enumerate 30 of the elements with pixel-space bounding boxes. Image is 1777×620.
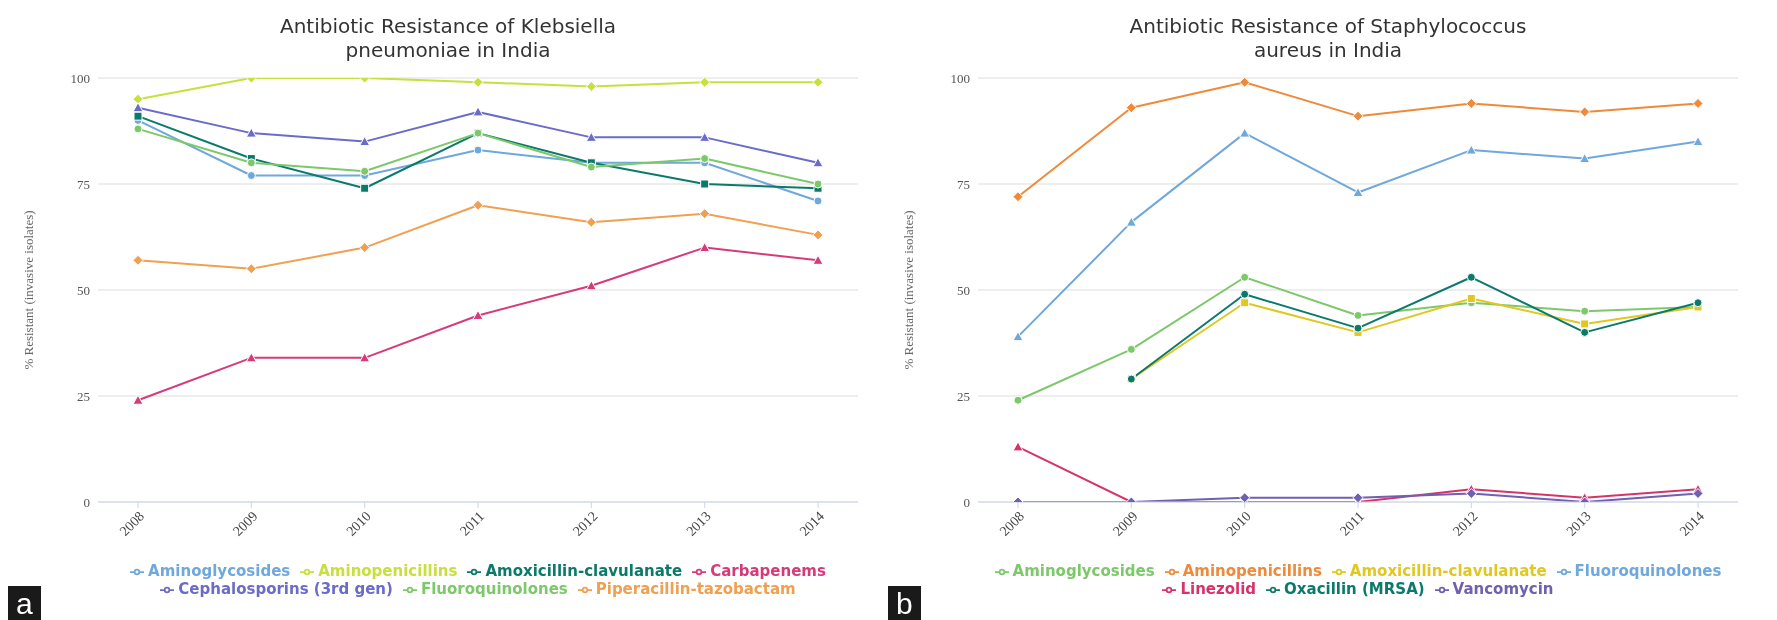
- y-tick-label: 25: [77, 388, 90, 404]
- y-tick-label: 50: [77, 282, 90, 298]
- y-tick-label: 0: [83, 494, 90, 510]
- legend-label: Amoxicillin-clavulanate: [1349, 562, 1547, 580]
- y-tick-label: 50: [957, 282, 970, 298]
- text: b: [888, 586, 921, 620]
- y-tick-label: 75: [957, 176, 970, 192]
- y-tick-label: 100: [70, 70, 90, 86]
- legend-label: Linezolid: [1180, 580, 1257, 598]
- legend-label: Fluoroquinolones: [420, 580, 568, 598]
- legend-label: Aminoglycosides: [1012, 562, 1155, 580]
- legend-label: Piperacillin-tazobactam: [595, 580, 796, 598]
- y-axis-title: % Resistant (invasive isolates): [900, 210, 916, 370]
- legend-label: Amoxicillin-clavulanate: [485, 562, 683, 580]
- legend-label: Vancomycin: [1452, 580, 1554, 598]
- y-axis-title: % Resistant (invasive isolates): [20, 210, 36, 370]
- legend-label: Aminoglycosides: [148, 562, 291, 580]
- legend-label: Aminopenicillins: [318, 562, 458, 580]
- y-tick-label: 75: [77, 176, 90, 192]
- legend-label: Fluoroquinolones: [1574, 562, 1722, 580]
- y-tick-label: 100: [950, 70, 970, 86]
- y-tick-label: 0: [963, 494, 970, 510]
- y-tick-label: 25: [957, 388, 970, 404]
- chart-title: Antibiotic Resistance of Klebsiella pneumoniae in India: [278, 14, 618, 62]
- chart-title: Antibiotic Resistance of Staphylococcus aureus in India: [1128, 14, 1528, 62]
- legend-label: Cephalosporins (3rd gen): [178, 580, 393, 598]
- legend-label: Oxacillin (MRSA): [1284, 580, 1425, 598]
- legend-label: Carbapenems: [710, 562, 826, 580]
- legend-label: Aminopenicillins: [1182, 562, 1322, 580]
- text: a: [8, 586, 41, 620]
